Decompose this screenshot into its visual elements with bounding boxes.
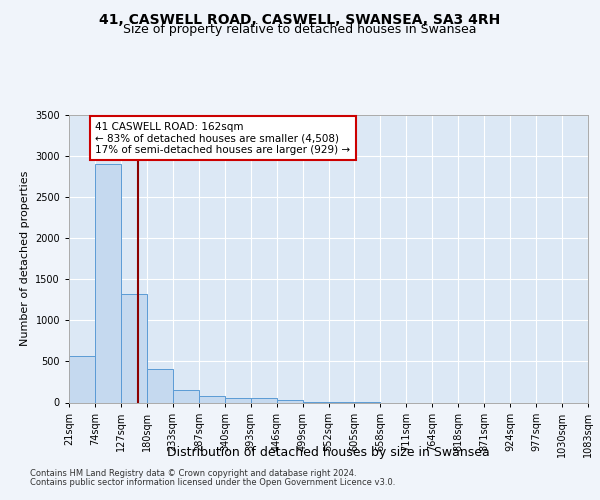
Text: Size of property relative to detached houses in Swansea: Size of property relative to detached ho…: [123, 24, 477, 36]
Bar: [95, 164, 121, 402]
Bar: [251, 398, 277, 402]
Bar: [277, 400, 302, 402]
Bar: [225, 398, 251, 402]
Bar: [147, 369, 173, 402]
Bar: [69, 356, 95, 403]
Text: 41 CASWELL ROAD: 162sqm
← 83% of detached houses are smaller (4,508)
17% of semi: 41 CASWELL ROAD: 162sqm ← 83% of detache…: [95, 122, 350, 155]
Bar: [173, 390, 199, 402]
Text: Distribution of detached houses by size in Swansea: Distribution of detached houses by size …: [167, 446, 490, 459]
Text: Contains public sector information licensed under the Open Government Licence v3: Contains public sector information licen…: [30, 478, 395, 487]
Text: Contains HM Land Registry data © Crown copyright and database right 2024.: Contains HM Land Registry data © Crown c…: [30, 469, 356, 478]
Y-axis label: Number of detached properties: Number of detached properties: [20, 171, 29, 346]
Bar: [121, 294, 147, 403]
Text: 41, CASWELL ROAD, CASWELL, SWANSEA, SA3 4RH: 41, CASWELL ROAD, CASWELL, SWANSEA, SA3 …: [100, 12, 500, 26]
Bar: [199, 396, 225, 402]
